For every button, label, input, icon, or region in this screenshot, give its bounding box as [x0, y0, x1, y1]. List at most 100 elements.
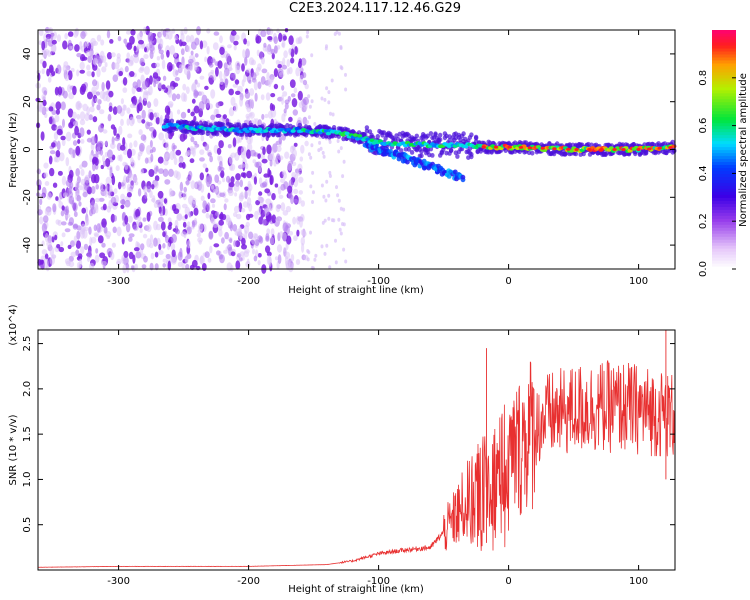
heatmap-noise-cell	[39, 259, 44, 265]
heatmap-noise-cell	[80, 31, 86, 40]
heatmap-noise-cell	[84, 113, 90, 122]
heatmap-noise-cell	[244, 189, 248, 200]
heatmap-noise-cell	[305, 34, 309, 39]
heatmap-noise-cell	[149, 190, 153, 199]
heatmap-noise-cell	[245, 48, 250, 58]
heatmap-noise-cell	[266, 228, 271, 235]
heatmap-noise-cell	[269, 159, 273, 167]
heatmap-noise-cell	[275, 59, 280, 65]
heatmap-noise-cell	[339, 206, 343, 211]
heatmap-noise-cell	[139, 228, 143, 233]
heatmap-noise-cell	[118, 125, 123, 136]
heatmap-noise-cell	[328, 174, 332, 178]
colorbar-segment	[712, 83, 736, 88]
heatmap-noise-cell	[139, 57, 145, 67]
heatmap-noise-cell	[68, 261, 75, 268]
colorbar-segment	[712, 242, 736, 246]
heatmap-noise-cell	[267, 207, 273, 212]
colorbar-segment	[712, 104, 736, 109]
heatmap-hot-cell	[636, 148, 641, 151]
heatmap-noise-cell	[199, 40, 204, 50]
heatmap-noise-cell	[74, 27, 79, 37]
heatmap-noise-cell	[153, 201, 158, 208]
colorbar-segment	[712, 101, 736, 106]
heatmap-noise-cell	[124, 162, 129, 170]
heatmap-noise-cell	[171, 233, 178, 243]
heatmap-noise-cell	[262, 146, 266, 155]
heatmap-noise-cell	[99, 109, 105, 115]
colorbar-segment	[712, 236, 736, 240]
colorbar-segment	[712, 176, 736, 180]
heatmap-noise-cell	[69, 169, 74, 179]
heatmap-noise-cell	[312, 190, 315, 195]
heatmap-noise-cell	[168, 168, 174, 177]
heatmap-ridge-halo	[409, 150, 415, 155]
heatmap-noise-cell	[202, 200, 207, 210]
heatmap-noise-cell	[210, 89, 216, 99]
heatmap-noise-cell	[309, 155, 313, 160]
heatmap-noise-cell	[140, 74, 145, 85]
heatmap-noise-cell	[75, 249, 80, 256]
heatmap-noise-cell	[120, 204, 125, 209]
heatmap-noise-cell	[96, 141, 100, 150]
heatmap-noise-cell	[257, 195, 262, 202]
heatmap-noise-cell	[159, 38, 164, 48]
heatmap-hot-cell	[612, 148, 617, 151]
heatmap-noise-cell	[161, 59, 166, 70]
colorbar-segment	[712, 86, 736, 91]
heatmap-noise-cell	[41, 186, 47, 197]
heatmap-noise-cell	[175, 229, 180, 235]
heatmap-noise-cell	[95, 184, 99, 190]
heatmap-noise-cell	[288, 192, 293, 200]
heatmap-noise-cell	[66, 187, 72, 196]
heatmap-noise-cell	[122, 137, 126, 147]
heatmap-noise-cell	[62, 118, 65, 128]
heatmap-noise-cell	[48, 106, 54, 112]
heatmap-noise-cell	[196, 82, 201, 88]
heatmap-noise-cell	[193, 145, 197, 150]
heatmap-noise-cell	[141, 264, 147, 269]
heatmap-noise-cell	[116, 53, 121, 59]
colorbar-segment	[712, 149, 736, 154]
heatmap-noise-cell	[233, 183, 240, 192]
heatmap-noise-cell	[120, 193, 125, 201]
heatmap-noise-cell	[79, 61, 85, 70]
heatmap-noise-cell	[210, 58, 216, 63]
heatmap-xtick-label: 100	[629, 276, 648, 287]
heatmap-noise-cell	[78, 253, 83, 259]
heatmap-noise-cell	[49, 150, 56, 155]
heatmap-noise-cell	[220, 170, 225, 179]
heatmap-noise-cell	[154, 175, 160, 182]
heatmap-noise-cell	[308, 104, 312, 109]
snr-ytick-label: 0.5	[22, 517, 33, 533]
heatmap-noise-cell	[291, 145, 296, 151]
heatmap-noise-cell	[339, 231, 343, 236]
heatmap-noise-cell	[246, 137, 252, 144]
heatmap-noise-cell	[246, 40, 250, 47]
heatmap-noise-cell	[136, 87, 142, 92]
heatmap-ridge-cell	[323, 129, 329, 133]
heatmap-noise-cell	[121, 236, 125, 245]
heatmap-noise-cell	[295, 259, 301, 265]
colorbar-segment	[712, 239, 736, 243]
heatmap-ytick-label: -40	[22, 237, 33, 253]
heatmap-noise-cell	[307, 152, 311, 157]
heatmap-noise-cell	[209, 245, 213, 254]
heatmap-noise-cell	[102, 203, 107, 211]
heatmap-noise-cell	[249, 98, 254, 108]
heatmap-noise-cell	[110, 52, 116, 58]
heatmap-noise-cell	[72, 149, 76, 159]
heatmap-noise-cell	[114, 136, 120, 142]
heatmap-noise-cell	[191, 82, 197, 92]
heatmap-noise-cell	[41, 68, 45, 75]
heatmap-noise-cell	[127, 148, 132, 159]
colorbar-segment	[712, 230, 736, 234]
colorbar-segment	[712, 155, 736, 160]
heatmap-noise-cell	[76, 52, 82, 58]
heatmap-noise-cell	[234, 34, 240, 41]
heatmap-noise-cell	[140, 134, 147, 141]
heatmap-ytick-label: 20	[22, 95, 33, 108]
heatmap-noise-cell	[333, 32, 337, 36]
heatmap-noise-cell	[64, 32, 68, 40]
